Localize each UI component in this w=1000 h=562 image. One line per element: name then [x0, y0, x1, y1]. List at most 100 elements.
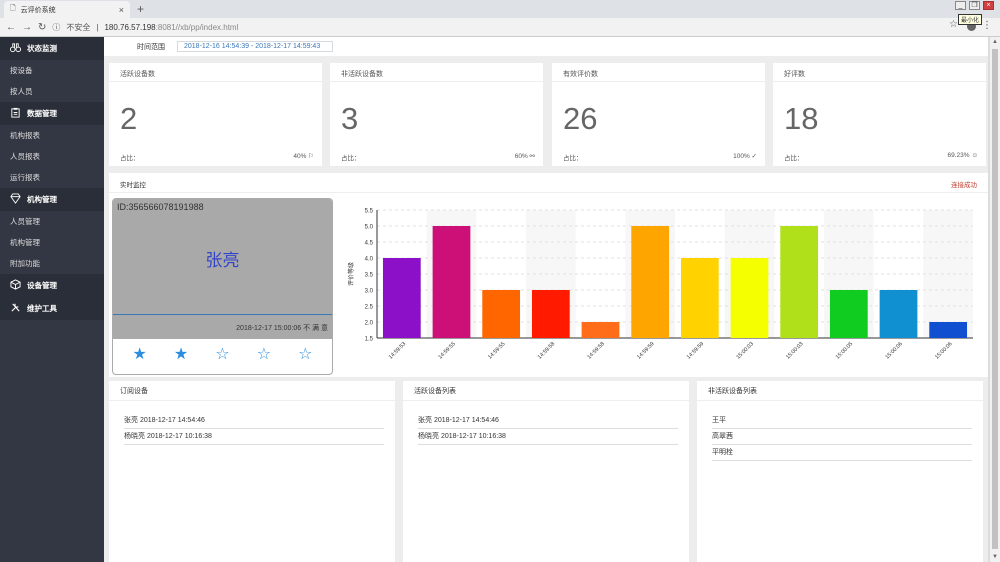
- forward-icon[interactable]: →: [22, 21, 32, 33]
- stat-card-title: 好评数: [784, 71, 805, 78]
- reload-icon[interactable]: ↻: [38, 21, 47, 33]
- x-tick-label: 15:00:06: [885, 341, 904, 360]
- sidebar-group[interactable]: 状态监测: [0, 37, 104, 60]
- star-filled-icon[interactable]: ★: [132, 346, 147, 363]
- time-range-bar: 时间范围 2018-12-16 14:54:39 - 2018-12-17 14…: [104, 37, 988, 56]
- chart-bar: [382, 258, 421, 338]
- close-tab-icon[interactable]: ×: [118, 4, 124, 15]
- url-path: :8081//xb/pp/index.html: [155, 22, 239, 32]
- time-range-label: 时间范围: [137, 43, 165, 51]
- sidebar-item-label: 按设备: [10, 66, 33, 75]
- x-tick-label: 15:00:03: [736, 341, 755, 360]
- close-window-button[interactable]: ×: [983, 1, 994, 10]
- back-icon[interactable]: ←: [6, 21, 16, 33]
- browser-chrome: 🗋 云评价系统 × + _ ❐ × 最小化 ← → ↻ ⓘ 不安全 | 180.…: [0, 0, 1000, 37]
- sidebar-group[interactable]: 维护工具: [0, 297, 104, 320]
- sidebar-item[interactable]: 附加功能: [0, 253, 104, 274]
- sidebar-group[interactable]: 机构管理: [0, 188, 104, 211]
- sidebar-group[interactable]: 设备管理: [0, 274, 104, 297]
- stat-card-percent: 40% ⚐: [293, 152, 314, 160]
- realtime-title: 实时监控: [120, 182, 146, 189]
- bookmark-star-icon[interactable]: ☆: [949, 19, 958, 30]
- sidebar-group-label: 数据管理: [27, 109, 57, 118]
- star-filled-icon[interactable]: ★: [173, 346, 189, 363]
- star-empty-icon[interactable]: ☆: [215, 346, 230, 363]
- stat-card-percent-value: 60%: [514, 153, 528, 160]
- list-item[interactable]: 高翠茜: [712, 429, 972, 445]
- sidebar-item[interactable]: 机构管理: [0, 232, 104, 253]
- panel-title: 非活跃设备列表: [708, 388, 757, 395]
- clipboard-icon: [10, 107, 21, 120]
- list-item[interactable]: 张亮 2018-12-17 14:54:46: [418, 413, 678, 429]
- url-field[interactable]: 180.76.57.198:8081//xb/pp/index.html: [104, 23, 238, 32]
- sidebar-item-label: 人员管理: [10, 217, 40, 226]
- x-tick-label: 14:59:55: [438, 341, 457, 360]
- menu-icon[interactable]: ⋮: [982, 20, 992, 31]
- address-bar: ← → ↻ ⓘ 不安全 | 180.76.57.198:8081//xb/pp/…: [0, 18, 1000, 36]
- time-range-input[interactable]: 2018-12-16 14:54:39 - 2018-12-17 14:59:4…: [177, 41, 333, 52]
- divider: [330, 81, 543, 82]
- sidebar-group-label: 设备管理: [27, 281, 57, 290]
- sidebar-item-label: 机构管理: [10, 238, 40, 247]
- divider: [109, 81, 322, 82]
- list-item[interactable]: 王平: [712, 413, 972, 429]
- sidebar-item-label: 人员报表: [10, 152, 40, 161]
- list-item[interactable]: 平明栓: [712, 445, 972, 461]
- info-icon[interactable]: ⓘ: [52, 22, 61, 32]
- stat-card-ratio-label: 占比：: [563, 155, 583, 162]
- device-list-panel: 活跃设备列表张亮 2018-12-17 14:54:46 杨晓亮 2018-12-…: [403, 381, 689, 562]
- sidebar-item[interactable]: 运行报表: [0, 167, 104, 188]
- sidebar-item[interactable]: 机构报表: [0, 125, 104, 146]
- list-item[interactable]: 杨晓亮 2018-12-17 10:16:38: [124, 429, 384, 445]
- restore-button[interactable]: ❐: [969, 1, 980, 10]
- connection-status: 连接成功: [951, 182, 977, 189]
- stat-card-percent-value: 40%: [293, 153, 307, 160]
- divider: [403, 400, 689, 401]
- divider: [109, 192, 988, 193]
- chart-bar: [631, 226, 670, 338]
- sidebar-group[interactable]: 数据管理: [0, 102, 104, 125]
- star-empty-icon[interactable]: ☆: [298, 346, 313, 363]
- y-tick-label: 3.0: [365, 289, 374, 295]
- monitor-screen: [113, 199, 332, 339]
- sidebar-item[interactable]: 人员报表: [0, 146, 104, 167]
- window-controls: _ ❐ ×: [955, 1, 994, 10]
- y-tick-label: 5.5: [365, 209, 374, 215]
- stat-card: 有效评价数 26 占比： 100% ✓: [552, 63, 765, 166]
- stat-card-percent-value: 100%: [733, 153, 750, 160]
- sidebar-item[interactable]: 按人员: [0, 81, 104, 102]
- minimize-button[interactable]: _: [955, 1, 966, 10]
- sidebar-item[interactable]: 按设备: [0, 60, 104, 81]
- rating-bar-chart: 1.5 2.0 2.5 3.0 3.5 4.0 4.5 5.0 5.5 评价等级 14:59:53 1…: [347, 209, 973, 361]
- chart-bar: [780, 226, 819, 338]
- smile-icon: ☺: [969, 152, 978, 159]
- sidebar-item[interactable]: 人员管理: [0, 211, 104, 232]
- y-tick-label: 2.0: [365, 321, 374, 327]
- list-item[interactable]: 张亮 2018-12-17 14:54:46: [124, 413, 384, 429]
- x-tick-label: 15:00:03: [785, 341, 804, 360]
- x-tick-label: 14:59:58: [537, 341, 556, 360]
- device-id: ID:356566078191988: [117, 202, 204, 212]
- scroll-down-icon[interactable]: ▼: [992, 554, 998, 560]
- new-tab-button[interactable]: +: [137, 2, 145, 16]
- divider: [552, 81, 765, 82]
- y-tick-label: 3.5: [365, 273, 374, 279]
- panel-title: 活跃设备列表: [414, 388, 456, 395]
- stat-card-title: 有效评价数: [563, 71, 598, 78]
- x-tick-label: 15:00:05: [835, 341, 854, 360]
- browser-tab[interactable]: 🗋 云评价系统 ×: [4, 1, 130, 18]
- page-icon: 🗋: [10, 5, 16, 12]
- star-empty-icon[interactable]: ☆: [256, 346, 272, 363]
- tab-strip: 🗋 云评价系统 × + _ ❐ ×: [0, 0, 1000, 18]
- sidebar-item-label: 按人员: [10, 87, 33, 96]
- stat-card: 活跃设备数 2 占比： 40% ⚐: [109, 63, 322, 166]
- tab-title: 云评价系统: [20, 6, 56, 14]
- stat-card-value: 3: [341, 101, 359, 136]
- list-item[interactable]: 杨晓亮 2018-12-17 10:16:38: [418, 429, 678, 445]
- vertical-scrollbar[interactable]: ▲ ▼: [989, 37, 1000, 562]
- scroll-up-icon[interactable]: ▲: [992, 39, 998, 45]
- profile-icon[interactable]: [967, 22, 976, 31]
- x-tick-label: 14:59:55: [487, 341, 506, 360]
- scroll-thumb[interactable]: [992, 49, 998, 549]
- stat-card-percent: 69.23% ☺: [948, 152, 979, 159]
